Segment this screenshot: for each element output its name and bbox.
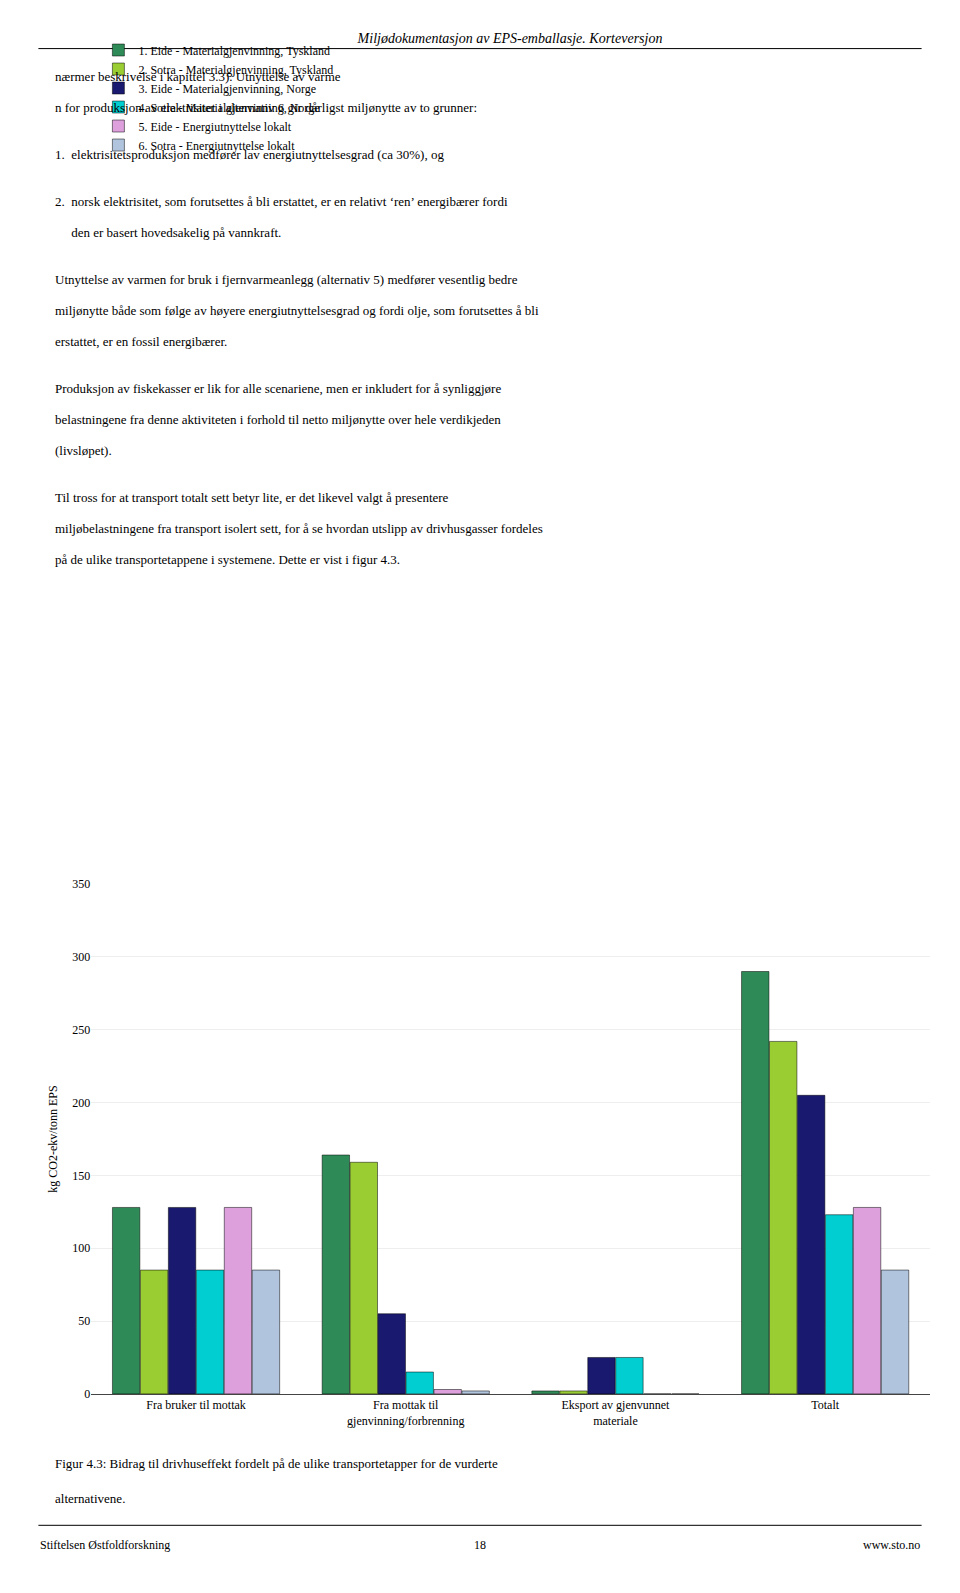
svg-text:Totalt: Totalt	[811, 1398, 839, 1412]
svg-text:Stiftelsen Østfoldforskning: Stiftelsen Østfoldforskning	[40, 1538, 170, 1552]
svg-text:kg CO2-ekv/tonn EPS: kg CO2-ekv/tonn EPS	[46, 1085, 60, 1192]
svg-text:nærmer beskrivelse i kapittel: nærmer beskrivelse i kapittel 3.3). Utny…	[55, 69, 341, 84]
svg-text:miljønytte både som følge av h: miljønytte både som følge av høyere ener…	[55, 303, 539, 318]
svg-text:350: 350	[72, 877, 90, 891]
svg-text:Produksjon av fiskekasser er l: Produksjon av fiskekasser er lik for all…	[55, 381, 501, 396]
svg-text:3. Eide - Materialgjenvinning,: 3. Eide - Materialgjenvinning, Norge	[138, 82, 316, 96]
svg-text:erstattet, er en fossil energi: erstattet, er en fossil energibærer.	[55, 334, 227, 349]
svg-text:0: 0	[84, 1387, 90, 1401]
svg-text:1. Eide - Materialgjenvinning,: 1. Eide - Materialgjenvinning, Tyskland	[138, 44, 330, 58]
svg-text:4. Sotra - Materialgjenvinning: 4. Sotra - Materialgjenvinning, Norge	[138, 101, 319, 115]
svg-text:Til tross for at transport tot: Til tross for at transport totalt sett b…	[55, 490, 449, 505]
svg-text:n for produksjon av elektrisit: n for produksjon av elektrisitet i alter…	[55, 100, 477, 115]
svg-text:www.sto.no: www.sto.no	[863, 1538, 920, 1552]
svg-text:Utnyttelse av varmen for bruk: Utnyttelse av varmen for bruk i fjernvar…	[55, 272, 518, 287]
svg-text:5. Eide - Energiutnyttelse lok: 5. Eide - Energiutnyttelse lokalt	[138, 120, 291, 134]
svg-text:Fra bruker til mottak: Fra bruker til mottak	[146, 1398, 246, 1412]
svg-text:50: 50	[78, 1314, 90, 1328]
svg-text:(livsløpet).: (livsløpet).	[55, 443, 112, 458]
svg-text:2. norsk elektrisitet, som fo: 2. norsk elektrisitet, som forutsettes å…	[55, 194, 508, 209]
svg-text:den er basert hovedsakelig på: den er basert hovedsakelig på vannkraft.	[55, 225, 281, 240]
svg-text:100: 100	[72, 1241, 90, 1255]
svg-text:Eksport av gjenvunnetmateriale: Eksport av gjenvunnetmateriale	[561, 1398, 670, 1428]
svg-text:1. elektrisitetsproduksjon me: 1. elektrisitetsproduksjon medfører lav …	[55, 147, 444, 162]
svg-text:300: 300	[72, 950, 90, 964]
svg-text:200: 200	[72, 1096, 90, 1110]
svg-text:Fra mottak tilgjenvinning/forb: Fra mottak tilgjenvinning/forbrenning	[347, 1398, 464, 1428]
svg-text:6. Sotra - Energiutnyttelse lo: 6. Sotra - Energiutnyttelse lokalt	[138, 139, 295, 153]
svg-text:250: 250	[72, 1023, 90, 1037]
svg-text:på de ulike transportetappene: på de ulike transportetappene i systemen…	[55, 552, 400, 567]
svg-text:150: 150	[72, 1169, 90, 1183]
svg-text:18: 18	[474, 1538, 486, 1552]
svg-text:miljøbelastningene fra transpo: miljøbelastningene fra transport isolert…	[55, 521, 543, 536]
svg-text:Figur 4.3: Bidrag til drivhuse: Figur 4.3: Bidrag til drivhuseffekt ford…	[55, 1456, 498, 1471]
svg-text:alternativene.: alternativene.	[55, 1491, 125, 1506]
svg-text:2. Sotra - Materialgjenvinning: 2. Sotra - Materialgjenvinning, Tyskland	[138, 63, 333, 77]
svg-text:belastningene fra denne aktivi: belastningene fra denne aktiviteten i fo…	[55, 412, 501, 427]
svg-text:Miljødokumentasjon av EPS-emba: Miljødokumentasjon av EPS-emballasje. Ko…	[357, 31, 663, 46]
